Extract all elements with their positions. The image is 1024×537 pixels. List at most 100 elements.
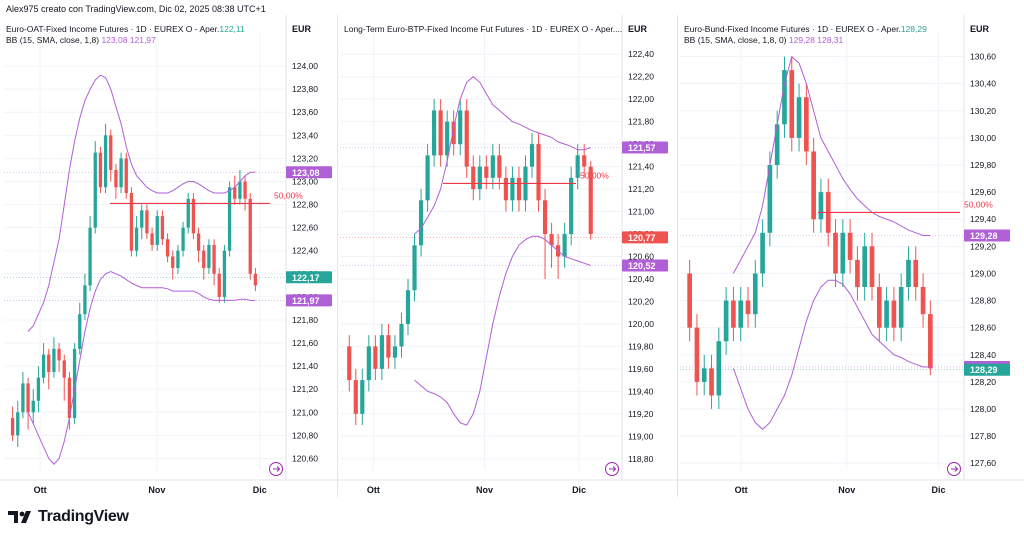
tradingview-brand[interactable]: TradingView <box>8 508 129 526</box>
x-tick-label: Nov <box>838 485 855 495</box>
candle-body <box>884 300 889 328</box>
candle-body <box>373 346 378 369</box>
price-tag-bg <box>286 166 332 179</box>
candle-body <box>562 234 567 257</box>
current-value: 122,11 <box>219 24 245 34</box>
candle-body <box>176 250 180 269</box>
candle-body <box>353 380 358 414</box>
candle-body <box>412 245 417 291</box>
x-tick-label: Ott <box>34 485 47 495</box>
fib-level-label: 50,00% <box>274 190 303 200</box>
y-tick-label: 121,40 <box>292 361 318 371</box>
y-tick-label: 122,80 <box>292 200 318 210</box>
candle-body <box>129 193 134 251</box>
x-tick-label: Ott <box>735 485 748 495</box>
x-tick-label: Nov <box>148 485 165 495</box>
candle-body <box>217 273 221 297</box>
candle-body <box>833 232 838 274</box>
scroll-to-latest-icon[interactable] <box>605 462 619 476</box>
currency-label: EUR <box>970 24 990 34</box>
candle-body <box>723 300 729 342</box>
candle-body <box>379 335 384 369</box>
candle-body <box>471 166 476 190</box>
candle-body <box>738 300 744 328</box>
y-tick-label: 128,60 <box>970 323 996 333</box>
candle-body <box>41 354 46 378</box>
candle-body <box>782 70 787 125</box>
candle-body <box>124 158 128 194</box>
candle-body <box>818 192 824 220</box>
y-tick-label: 119,60 <box>628 364 654 374</box>
chart-panel-oat[interactable]: Euro-OAT-Fixed Income Futures · 1D · EUR… <box>0 15 338 497</box>
y-tick-label: 121,20 <box>628 184 654 194</box>
scroll-to-latest-icon[interactable] <box>269 462 283 476</box>
fib-level-label: 50,00% <box>580 170 609 180</box>
candle-body <box>405 290 411 324</box>
candle-body <box>752 273 758 315</box>
candle-body <box>731 300 736 328</box>
y-tick-label: 123,40 <box>292 130 318 140</box>
candle-body <box>238 181 242 199</box>
y-tick-label: 127,60 <box>970 458 996 468</box>
candle-body <box>497 155 502 178</box>
price-tag-bg <box>964 229 1010 242</box>
candle-body <box>490 155 495 178</box>
candle-body <box>418 200 424 246</box>
candle-body <box>425 155 430 201</box>
y-tick-label: 121,00 <box>628 207 654 217</box>
bb-upper-value: 123,08 <box>101 35 129 45</box>
scroll-icon-arrow <box>273 466 281 472</box>
candle-body <box>542 200 548 235</box>
y-tick-label: 128,00 <box>970 404 996 414</box>
candle-body <box>52 348 56 372</box>
price-tag-bg <box>286 294 332 307</box>
candle-body <box>529 144 535 167</box>
candle-body <box>847 232 853 260</box>
candle-body <box>207 244 211 269</box>
price-tag-label: 120,52 <box>628 261 656 271</box>
candle-body <box>155 216 159 245</box>
bb-lower-value: 128,31 <box>817 35 843 45</box>
candle-body <box>536 144 541 201</box>
y-tick-label: 121,80 <box>292 315 318 325</box>
y-tick-label: 122,20 <box>628 72 654 82</box>
candle-body <box>181 227 185 251</box>
candle-body <box>360 380 365 414</box>
scroll-to-latest-icon[interactable] <box>947 462 961 476</box>
candle-body <box>186 198 190 228</box>
bb-upper-value: 129,28 <box>789 35 817 45</box>
candle-body <box>72 348 77 419</box>
chart-panel-btp[interactable]: Long-Term Euro-BTP-Fixed Income Fut Futu… <box>338 15 678 497</box>
candle-body <box>21 383 25 413</box>
y-tick-label: 122,40 <box>292 246 318 256</box>
bollinger-band-upper <box>27 74 256 332</box>
candle-body <box>701 368 707 382</box>
y-tick-label: 121,20 <box>292 384 318 394</box>
candle-body <box>243 181 247 199</box>
y-tick-label: 123,60 <box>292 107 318 117</box>
candle-body <box>62 360 66 378</box>
candle-body <box>26 383 30 413</box>
candle-body <box>891 300 897 328</box>
candle-body <box>347 346 352 381</box>
candle-body <box>760 232 765 274</box>
candle-body <box>745 300 751 315</box>
y-tick-label: 120,80 <box>292 430 318 440</box>
candle-body <box>386 335 391 358</box>
candle-body <box>109 135 113 170</box>
y-tick-label: 120,60 <box>292 453 318 463</box>
candle-body <box>876 287 882 328</box>
candle-body <box>898 287 904 328</box>
y-tick-label: 123,80 <box>292 84 318 94</box>
chart-panel-bund[interactable]: Euro-Bund-Fixed Income Futures · 1D · EU… <box>678 15 1024 497</box>
candle-body <box>399 323 404 347</box>
candle-body <box>588 166 593 235</box>
candle-body <box>253 273 258 286</box>
candle-body <box>432 110 437 156</box>
y-tick-label: 122,60 <box>292 223 318 233</box>
y-tick-label: 119,00 <box>628 431 654 441</box>
fib-level-label: 50,00% <box>964 199 993 209</box>
y-tick-label: 121,80 <box>628 117 654 127</box>
bollinger-band-upper <box>414 76 591 235</box>
